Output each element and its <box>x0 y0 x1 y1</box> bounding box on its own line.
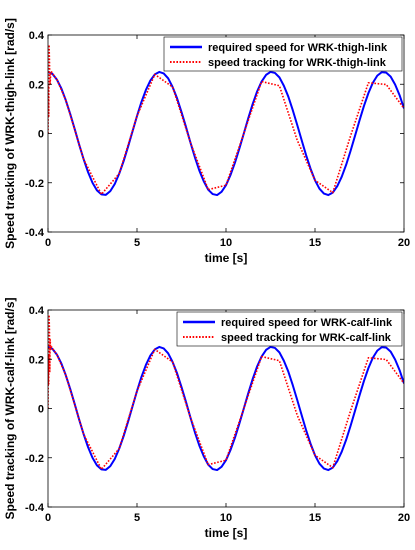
y-tick-label: 0.2 <box>29 79 44 91</box>
series-line-required <box>48 345 404 472</box>
x-tick-label: 10 <box>220 237 232 249</box>
legend-box <box>176 311 403 347</box>
x-tick-label: 10 <box>220 512 232 524</box>
x-tick-label: 0 <box>45 512 51 524</box>
x-axis-label: time [s] <box>205 526 248 540</box>
legend-label-tracking: speed tracking for WRK-calf-link <box>221 332 392 344</box>
series-line-tracking <box>48 314 404 471</box>
x-tick-label: 5 <box>134 237 140 249</box>
y-tick-label: -0.4 <box>25 227 45 239</box>
legend-label-tracking: speed tracking for WRK-thigh-link <box>208 57 387 69</box>
chart-thigh-link: 0 5 10 15 20 -0.4 -0.2 0 0.2 0.4 time [s] Speed tra… <box>3 18 410 265</box>
x-axis-label: time [s] <box>205 251 248 265</box>
legend-box <box>163 36 403 72</box>
y-tick-label: -0.2 <box>25 453 44 465</box>
legend-label-required: required speed for WRK-thigh-link <box>208 42 388 54</box>
y-tick-label: -0.4 <box>25 502 45 514</box>
y-tick-label: 0.2 <box>29 354 44 366</box>
y-tick-label: 0.4 <box>29 305 45 317</box>
x-tick-label: 20 <box>398 512 410 524</box>
x-tick-label: 5 <box>134 512 140 524</box>
y-axis-label: Speed tracking of WRK-thigh-link [rad/s] <box>3 18 17 249</box>
x-tick-label: 15 <box>309 237 321 249</box>
chart-calf-link: 0 5 10 15 20 -0.4 -0.2 0 0.2 0.4 time [s] Speed tra… <box>3 297 410 540</box>
x-tick-label: 15 <box>309 512 321 524</box>
x-tick-label: 0 <box>45 237 51 249</box>
series-line-required <box>48 70 404 197</box>
y-tick-label: 0 <box>38 129 44 141</box>
y-tick-label: -0.2 <box>25 178 44 190</box>
series-line-tracking <box>48 44 404 196</box>
series-group <box>48 314 404 472</box>
y-tick-label: 0 <box>38 404 44 416</box>
y-tick-label: 0.4 <box>29 30 45 42</box>
x-tick-label: 20 <box>398 237 410 249</box>
y-axis-label: Speed tracking of WRK-calf-link [rad/s] <box>3 297 17 519</box>
series-group <box>48 44 404 197</box>
legend-label-required: required speed for WRK-calf-link <box>221 317 393 329</box>
